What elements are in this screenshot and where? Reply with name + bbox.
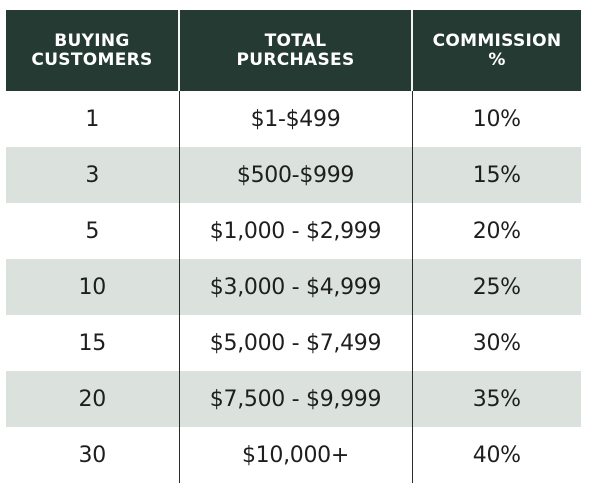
cell-total-purchases: $7,500 - $9,999	[178, 371, 412, 427]
table-row: 30 $10,000+ 40%	[6, 427, 581, 483]
table-row: 15 $5,000 - $7,499 30%	[6, 315, 581, 371]
table-row: 20 $7,500 - $9,999 35%	[6, 371, 581, 427]
cell-total-purchases: $1-$499	[178, 91, 412, 147]
header-commission-percent: COMMISSION %	[411, 10, 581, 91]
cell-buying-customers: 20	[6, 371, 179, 427]
commission-table: BUYING CUSTOMERS TOTAL PURCHASES COMMISS…	[6, 10, 581, 483]
table-header: BUYING CUSTOMERS TOTAL PURCHASES COMMISS…	[6, 10, 581, 91]
cell-buying-customers: 5	[6, 203, 179, 259]
table-body: 1 $1-$499 10% 3 $500-$999 15% 5 $1,000 -…	[6, 91, 581, 483]
cell-buying-customers: 30	[6, 427, 179, 483]
cell-total-purchases: $3,000 - $4,999	[178, 259, 412, 315]
cell-total-purchases: $500-$999	[178, 147, 412, 203]
cell-commission: 30%	[411, 315, 581, 371]
cell-total-purchases: $10,000+	[178, 427, 412, 483]
table-row: 3 $500-$999 15%	[6, 147, 581, 203]
cell-commission: 25%	[411, 259, 581, 315]
cell-total-purchases: $5,000 - $7,499	[178, 315, 412, 371]
cell-buying-customers: 1	[6, 91, 179, 147]
cell-total-purchases: $1,000 - $2,999	[178, 203, 412, 259]
cell-commission: 10%	[411, 91, 581, 147]
cell-commission: 35%	[411, 371, 581, 427]
table-row: 5 $1,000 - $2,999 20%	[6, 203, 581, 259]
cell-buying-customers: 15	[6, 315, 179, 371]
table-row: 10 $3,000 - $4,999 25%	[6, 259, 581, 315]
cell-commission: 40%	[411, 427, 581, 483]
cell-buying-customers: 3	[6, 147, 179, 203]
cell-commission: 15%	[411, 147, 581, 203]
header-row: BUYING CUSTOMERS TOTAL PURCHASES COMMISS…	[6, 10, 581, 91]
cell-commission: 20%	[411, 203, 581, 259]
header-total-purchases: TOTAL PURCHASES	[178, 10, 412, 91]
table-row: 1 $1-$499 10%	[6, 91, 581, 147]
header-buying-customers: BUYING CUSTOMERS	[6, 10, 179, 91]
commission-table-container: BUYING CUSTOMERS TOTAL PURCHASES COMMISS…	[6, 10, 581, 483]
cell-buying-customers: 10	[6, 259, 179, 315]
